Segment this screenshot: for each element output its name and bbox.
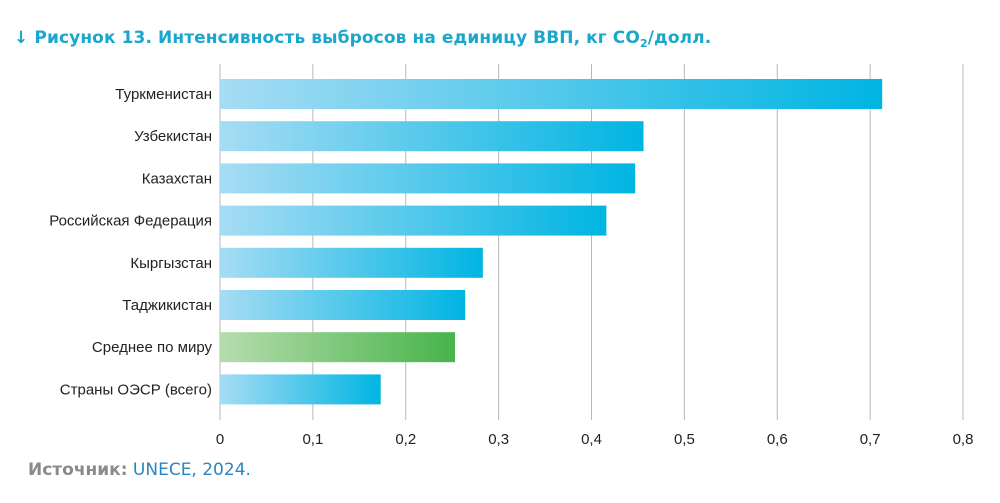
category-label: Среднее по миру (92, 339, 213, 356)
bar (220, 374, 381, 405)
category-label: Узбекистан (134, 128, 212, 145)
source-note: Источник: UNECE, 2024. (28, 460, 251, 480)
x-tick-label: 0,8 (953, 431, 974, 448)
bar (220, 163, 636, 194)
bar (220, 121, 644, 152)
x-tick-label: 0,2 (395, 431, 416, 448)
bar (220, 247, 483, 278)
down-arrow-icon: ↓ (14, 28, 29, 48)
x-tick-label: 0 (216, 431, 224, 448)
category-label: Казахстан (142, 170, 212, 187)
bar (220, 290, 466, 320)
category-label: Кыргызстан (130, 255, 212, 272)
grid-lines (219, 64, 964, 420)
category-label: Туркменистан (115, 86, 212, 103)
title-main: Рисунок 13. Интенсивность выбросов на ед… (34, 28, 640, 48)
category-label: Российская Федерация (49, 213, 212, 230)
category-label: Таджикистан (122, 297, 212, 314)
bars (220, 79, 883, 405)
category-label: Страны ОЭСР (всего) (60, 381, 212, 398)
x-tick-label: 0,5 (674, 431, 695, 448)
bar-highlight (220, 332, 455, 363)
source-label: Источник: (28, 460, 128, 480)
x-tick-label: 0,3 (488, 431, 509, 448)
source-value: UNECE, 2024. (132, 460, 251, 480)
bar (220, 79, 883, 109)
figure-title: ↓ Рисунок 13. Интенсивность выбросов на … (14, 28, 711, 50)
x-axis-tick-labels: 0 0,1 0,2 0,3 0,4 0,5 0,6 0,7 0,8 (216, 431, 974, 448)
title-subscript: 2 (639, 37, 648, 50)
x-tick-label: 0,4 (581, 431, 602, 448)
title-tail: /долл. (647, 28, 712, 48)
category-labels: Туркменистан Узбекистан Казахстан Российска… (49, 86, 212, 398)
x-tick-label: 0,6 (767, 431, 788, 448)
x-tick-label: 0,7 (860, 431, 881, 448)
bar (220, 205, 607, 236)
x-tick-label: 0,1 (302, 431, 323, 448)
